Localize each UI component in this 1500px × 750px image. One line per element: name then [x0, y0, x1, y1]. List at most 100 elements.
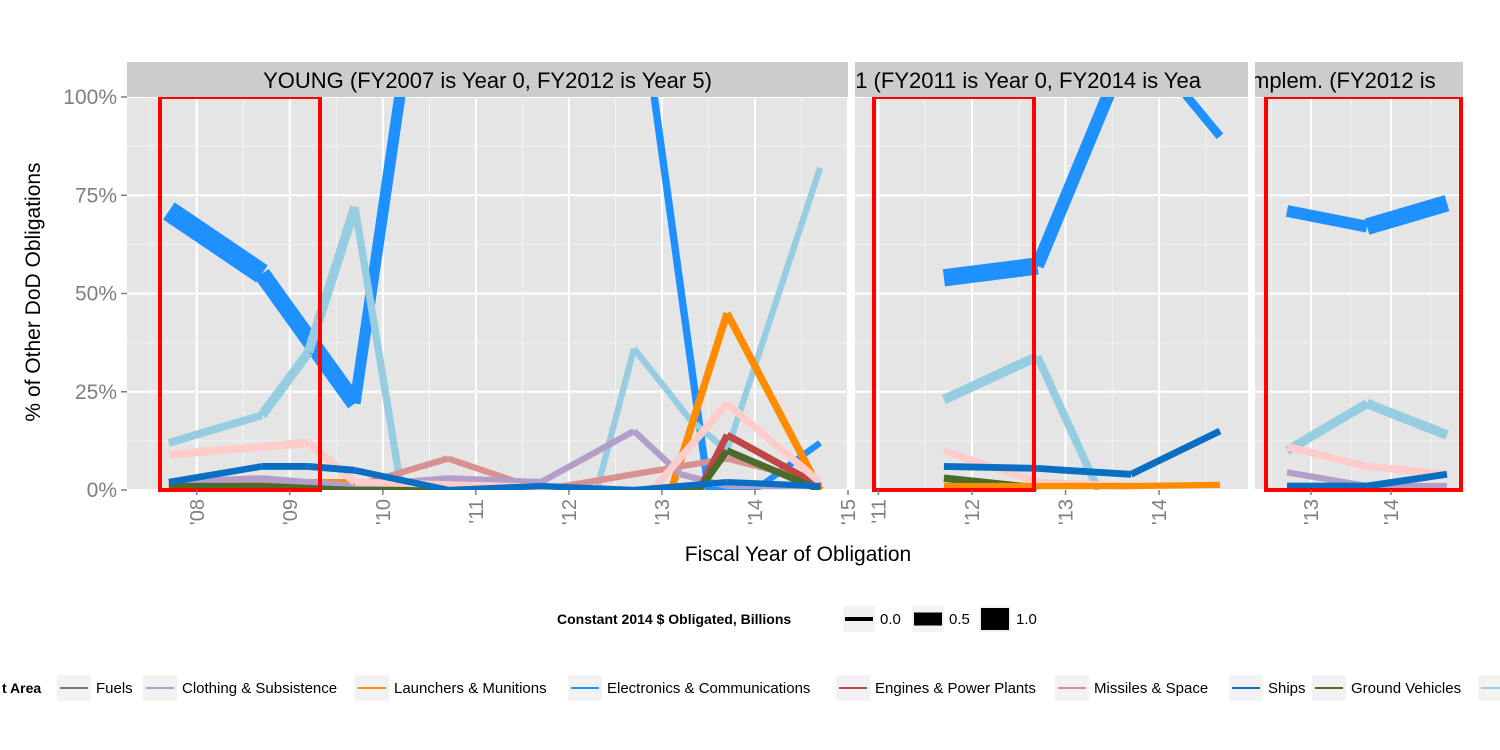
line-segment [258, 349, 313, 419]
line-segment [1284, 399, 1370, 455]
series-electronics-and-communications [1285, 195, 1450, 235]
line-segment [303, 205, 360, 354]
color-legend-key-engines-and-power-plants: Engines & Power Plants [836, 675, 1036, 701]
x-tick-label: '08 [187, 499, 209, 525]
line-segment [1286, 443, 1368, 471]
color-legend-key-electronics-and-communications: Electronics & Communications [568, 675, 810, 701]
color-legend-label: Ships [1268, 680, 1306, 697]
x-tick-label: '14 [745, 499, 767, 525]
line-segment [540, 482, 635, 490]
color-legend-key-ground-vehicles: Ground Vehicles [1312, 675, 1461, 701]
line-segment [354, 467, 449, 490]
line-segment [1285, 205, 1369, 233]
series-lines [163, 97, 824, 490]
axis-layer: Fiscal Year of Obligation % of Other DoD… [22, 86, 911, 566]
x-tick-label: '15 [838, 499, 860, 525]
color-legend-key-missiles-and-space: Missiles & Space [1055, 675, 1208, 701]
panel-strip: '1 (FY2011 is Year 0, FY2014 is Yea [851, 62, 1248, 97]
line-segment [1033, 354, 1102, 490]
size-legend-swatch [981, 608, 1009, 630]
size-legend-key: 1.0 [979, 606, 1037, 632]
line-segment [724, 166, 824, 452]
series-ships [943, 427, 1222, 478]
strip-background [127, 62, 848, 97]
color-legend-key-unlabeled [1478, 675, 1500, 701]
color-legend-key-clothing-and-subsistence: Clothing & Subsistence [143, 675, 337, 701]
line-segment [167, 411, 264, 447]
y-tick-label: 0% [87, 479, 117, 502]
series-unlabeled [941, 352, 1102, 490]
line-segment [633, 479, 728, 490]
size-legend-label: 0.5 [949, 611, 970, 628]
color-legend-label: Clothing & Subsistence [182, 680, 337, 697]
size-legend-label: 0.0 [880, 611, 901, 628]
series-lines [941, 97, 1224, 490]
line-segment [725, 431, 822, 490]
x-tick-label: '13 [1056, 499, 1078, 525]
line-segment [261, 475, 356, 490]
x-tick-label: '14 [1381, 499, 1403, 525]
color-legend-key-ships: Ships [1229, 675, 1306, 701]
line-segment [649, 401, 730, 490]
series-ships [1287, 470, 1448, 490]
line-segment [943, 462, 1038, 472]
line-segment [724, 400, 823, 485]
strip-background [855, 62, 1248, 97]
series-ships [168, 462, 821, 490]
size-legend-swatch [914, 612, 942, 626]
panels-layer: YOUNG (FY2007 is Year 0, FY2012 is Year … [127, 62, 1463, 525]
line-segment [1037, 464, 1066, 474]
color-legend-title: t Area [2, 680, 41, 696]
size-legend-swatch [845, 617, 873, 621]
color-legend-key-launchers-and-munitions: Launchers & Munitions [355, 675, 547, 701]
size-legend-key: 0.5 [912, 606, 970, 632]
size-legend-key: 0.0 [843, 606, 901, 632]
x-tick-label: '10 [373, 499, 395, 525]
series-electronics-and-communications [942, 97, 1224, 287]
y-tick-label: 75% [75, 184, 117, 207]
line-segment [1065, 466, 1132, 478]
line-segment [1130, 481, 1220, 490]
line-segment [163, 202, 268, 283]
line-segment [1182, 97, 1224, 140]
y-tick-label: 25% [75, 381, 117, 404]
color-legend-label: Engines & Power Plants [875, 680, 1036, 697]
line-segment [168, 442, 263, 459]
y-tick-label: 50% [75, 283, 117, 306]
x-tick-label: '14 [1149, 499, 1171, 525]
x-tick-label: '11 [466, 499, 488, 524]
line-segment [941, 352, 1040, 404]
size-legend: Constant 2014 $ Obligated, Billions 0.0 0… [557, 606, 1037, 632]
color-legend-label: Ground Vehicles [1351, 680, 1461, 697]
line-segment [726, 478, 821, 490]
strip-label: mplem. (FY2012 is [1251, 68, 1436, 93]
line-segment [447, 482, 542, 490]
line-segment [631, 346, 693, 422]
line-segment [942, 257, 1039, 287]
strip-label: YOUNG (FY2007 is Year 0, FY2012 is Year … [263, 68, 712, 93]
line-segment [1365, 399, 1449, 440]
y-axis-title: % of Other DoD Obligations [22, 162, 45, 421]
size-legend-label: 1.0 [1016, 611, 1037, 628]
x-axis-title: Fiscal Year of Obligation [685, 543, 911, 566]
line-segment [593, 347, 638, 490]
panel-1: YOUNG (FY2007 is Year 0, FY2012 is Year … [127, 62, 860, 525]
color-legend-label: Launchers & Munitions [394, 680, 547, 697]
series-lines [1284, 195, 1450, 490]
series-unlabeled [1284, 399, 1449, 455]
line-segment [305, 439, 358, 486]
line-segment [447, 475, 542, 486]
series-unlabeled [167, 166, 824, 490]
line-segment [1366, 470, 1448, 490]
line-segment [723, 311, 824, 490]
x-tick-label: '13 [652, 499, 674, 525]
gridlines [855, 97, 1248, 490]
color-legend-label: Electronics & Communications [607, 680, 810, 697]
x-tick-label: '12 [962, 499, 984, 525]
line-segment [650, 97, 713, 490]
panel-2: '1 (FY2011 is Year 0, FY2014 is Yea '11 '1… [851, 62, 1248, 525]
gridlines [1255, 97, 1463, 490]
line-segment [349, 97, 406, 405]
strip-label: '1 (FY2011 is Year 0, FY2014 is Yea [851, 68, 1202, 93]
